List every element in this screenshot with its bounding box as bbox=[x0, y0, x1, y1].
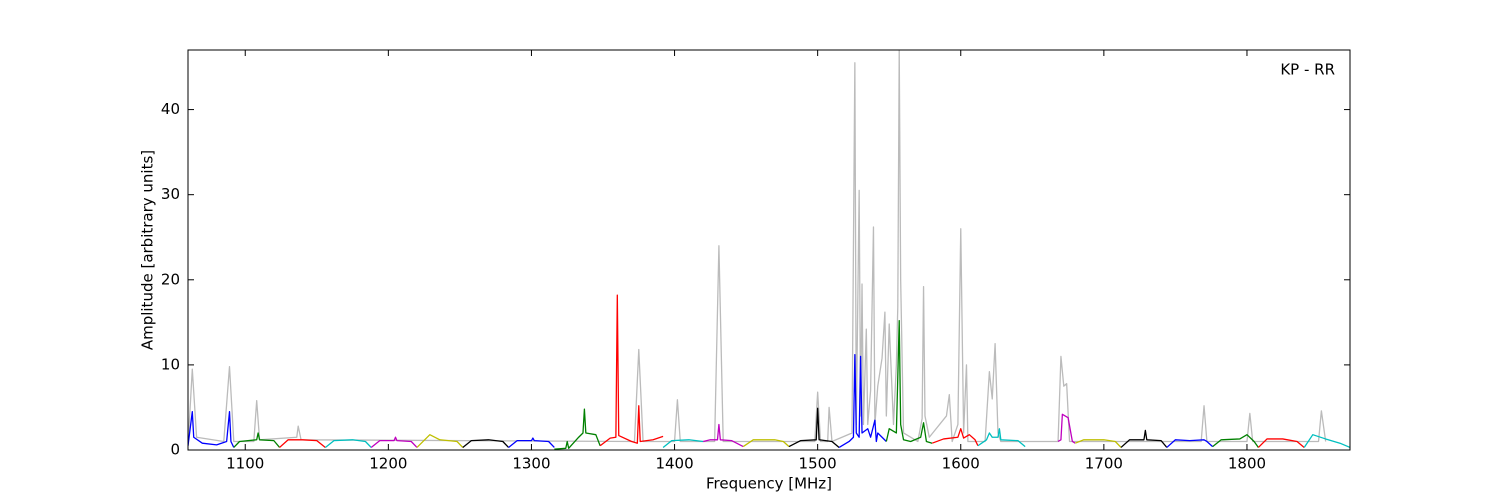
x-tick-label: 1600 bbox=[942, 455, 980, 473]
spectrum-line bbox=[188, 411, 235, 448]
spectrum-line bbox=[1212, 434, 1259, 448]
x-tick-label: 1400 bbox=[655, 455, 693, 473]
spectrum-line bbox=[1257, 438, 1305, 448]
spectrum-line bbox=[1075, 439, 1122, 448]
spectrum-line bbox=[279, 439, 326, 448]
y-tick-label: 40 bbox=[161, 100, 180, 118]
x-tick-label: 1200 bbox=[369, 455, 407, 473]
spectrum-line bbox=[554, 408, 601, 450]
spectrum-line bbox=[370, 436, 418, 448]
spectrum-line bbox=[931, 428, 979, 447]
y-tick-label: 10 bbox=[161, 355, 180, 373]
x-tick-label: 1700 bbox=[1085, 455, 1123, 473]
x-axis-label: Frequency [MHz] bbox=[706, 475, 832, 493]
spectrum-line bbox=[324, 439, 372, 448]
annotation: KP - RR bbox=[1280, 61, 1335, 79]
spectrum-line bbox=[1166, 439, 1214, 448]
spectrum-line bbox=[188, 50, 1327, 446]
x-tick-label: 1100 bbox=[226, 455, 264, 473]
x-tick-label: 1800 bbox=[1228, 455, 1266, 473]
y-tick-label: 30 bbox=[161, 185, 180, 203]
spectrum-line bbox=[838, 354, 887, 449]
y-tick-label: 20 bbox=[161, 270, 180, 288]
x-tick-label: 1300 bbox=[512, 455, 550, 473]
y-tick-label: 0 bbox=[170, 441, 180, 459]
spectrum-line bbox=[599, 294, 664, 447]
spectrum-line bbox=[703, 423, 744, 448]
spectrum-line bbox=[977, 428, 1026, 448]
spectrum-line bbox=[416, 434, 464, 448]
spectrum-line bbox=[788, 407, 840, 448]
plot-lines bbox=[188, 50, 1350, 450]
spectrum-line bbox=[1303, 434, 1350, 449]
x-tick-label: 1500 bbox=[799, 455, 837, 473]
y-axis-label: Amplitude [arbitrary units] bbox=[139, 150, 157, 350]
spectrum-line bbox=[233, 432, 281, 448]
spectrum-line bbox=[885, 319, 933, 444]
spectrum-line bbox=[462, 439, 510, 448]
spectrum-line bbox=[1120, 429, 1168, 448]
plot-frame bbox=[187, 49, 1351, 451]
spectrum-line bbox=[1057, 413, 1076, 444]
spectrum-line bbox=[742, 439, 790, 448]
spectrum-line bbox=[662, 439, 704, 448]
spectrum-line bbox=[508, 437, 555, 448]
